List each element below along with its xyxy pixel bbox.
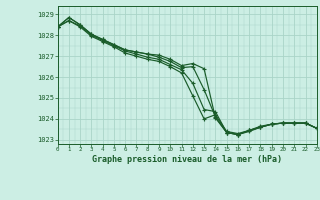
X-axis label: Graphe pression niveau de la mer (hPa): Graphe pression niveau de la mer (hPa) xyxy=(92,155,282,164)
